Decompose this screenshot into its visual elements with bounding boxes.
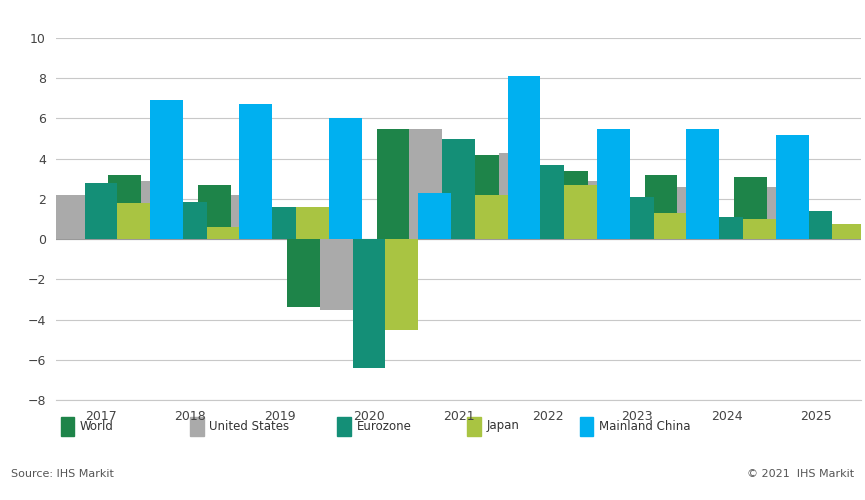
Bar (419, 193, 451, 239)
Bar (19, 170, 52, 239)
Text: United States: United States (209, 420, 290, 432)
Bar (580, 416, 593, 436)
Bar (531, 164, 564, 239)
Bar (118, 203, 151, 239)
Text: Japan: Japan (486, 420, 519, 432)
Bar (710, 217, 743, 239)
Bar (231, 195, 263, 239)
Bar (687, 128, 719, 239)
Bar (108, 175, 141, 239)
Bar (52, 195, 85, 239)
Bar (386, 239, 419, 330)
Text: Source: IHS Markit: Source: IHS Markit (11, 468, 114, 478)
Bar (263, 207, 296, 239)
Bar (85, 183, 118, 239)
Bar (409, 128, 442, 239)
Text: © 2021  IHS Markit: © 2021 IHS Markit (746, 468, 854, 478)
Bar (799, 211, 832, 239)
Bar (644, 175, 677, 239)
Bar (61, 416, 74, 436)
Text: Eurozone: Eurozone (356, 420, 411, 432)
Bar (198, 185, 230, 239)
Text: World: World (80, 420, 113, 432)
Bar (466, 154, 498, 239)
Text: Real GDP growth (percent change): Real GDP growth (percent change) (11, 12, 336, 30)
Bar (296, 207, 329, 239)
Bar (240, 104, 272, 239)
Bar (287, 239, 320, 308)
Bar (776, 134, 809, 239)
Bar (141, 181, 174, 239)
Bar (621, 197, 654, 239)
Bar (190, 416, 204, 436)
Bar (174, 202, 207, 239)
Bar (508, 76, 541, 239)
Bar (442, 138, 475, 239)
Bar (743, 219, 776, 239)
Bar (151, 100, 183, 239)
Bar (353, 239, 386, 368)
Bar (832, 224, 865, 239)
Bar (376, 128, 409, 239)
Bar (588, 181, 621, 239)
Bar (498, 152, 531, 239)
Bar (597, 128, 630, 239)
Bar (329, 118, 362, 239)
Bar (766, 187, 799, 239)
Bar (555, 170, 588, 239)
Bar (207, 227, 240, 239)
Bar (320, 239, 353, 310)
Bar (467, 416, 481, 436)
Bar (475, 195, 508, 239)
Bar (337, 416, 351, 436)
Text: Mainland China: Mainland China (599, 420, 690, 432)
Bar (734, 177, 767, 239)
Bar (564, 185, 597, 239)
Bar (654, 213, 687, 239)
Bar (677, 187, 710, 239)
